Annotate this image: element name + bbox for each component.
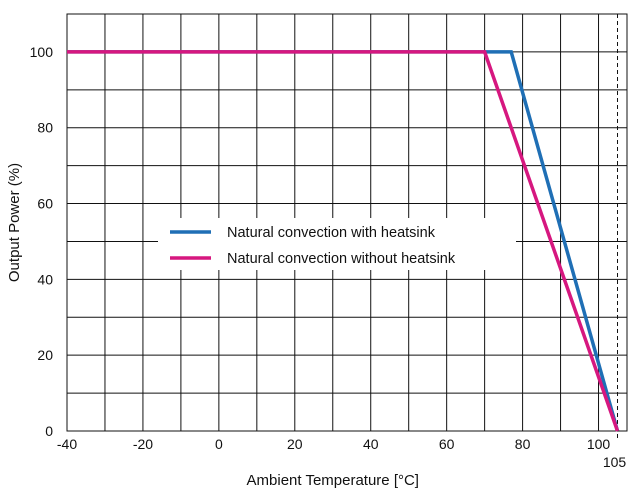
series-line-1 — [67, 50, 620, 432]
x-tick-label-4: 40 — [363, 436, 379, 452]
y-tick-label-1: 20 — [37, 347, 53, 363]
y-tick-label-2: 40 — [37, 271, 53, 287]
legend-background — [158, 218, 516, 270]
y-tick-label-4: 80 — [37, 120, 53, 136]
series-lines — [67, 50, 620, 432]
x-tick-label-6: 80 — [515, 436, 531, 452]
y-tick-label-5: 100 — [30, 44, 54, 60]
x-tick-label-3: 20 — [287, 436, 303, 452]
x-tick-labels: -40 -20 0 20 40 60 80 100 — [57, 436, 611, 452]
y-tick-labels: 0 20 40 60 80 100 — [30, 44, 54, 439]
plot-frame — [66, 13, 628, 432]
legend-label-0: Natural convection with heatsink — [227, 225, 436, 241]
legend: Natural convection with heatsink Natural … — [158, 218, 516, 270]
x-tick-label-0: -40 — [57, 436, 77, 452]
y-tick-label-3: 60 — [37, 196, 53, 212]
x-tick-label-1: -20 — [133, 436, 153, 452]
y-axis-title: Output Power (%) — [6, 163, 23, 282]
marker-105-label: 105 — [603, 454, 627, 470]
x-tick-label-2: 0 — [215, 436, 223, 452]
x-tick-label-7: 100 — [587, 436, 611, 452]
x-tick-label-5: 60 — [439, 436, 455, 452]
legend-label-1: Natural convection without heatsink — [227, 251, 456, 267]
y-tick-label-0: 0 — [45, 423, 53, 439]
x-axis-title: Ambient Temperature [°C] — [247, 472, 419, 489]
